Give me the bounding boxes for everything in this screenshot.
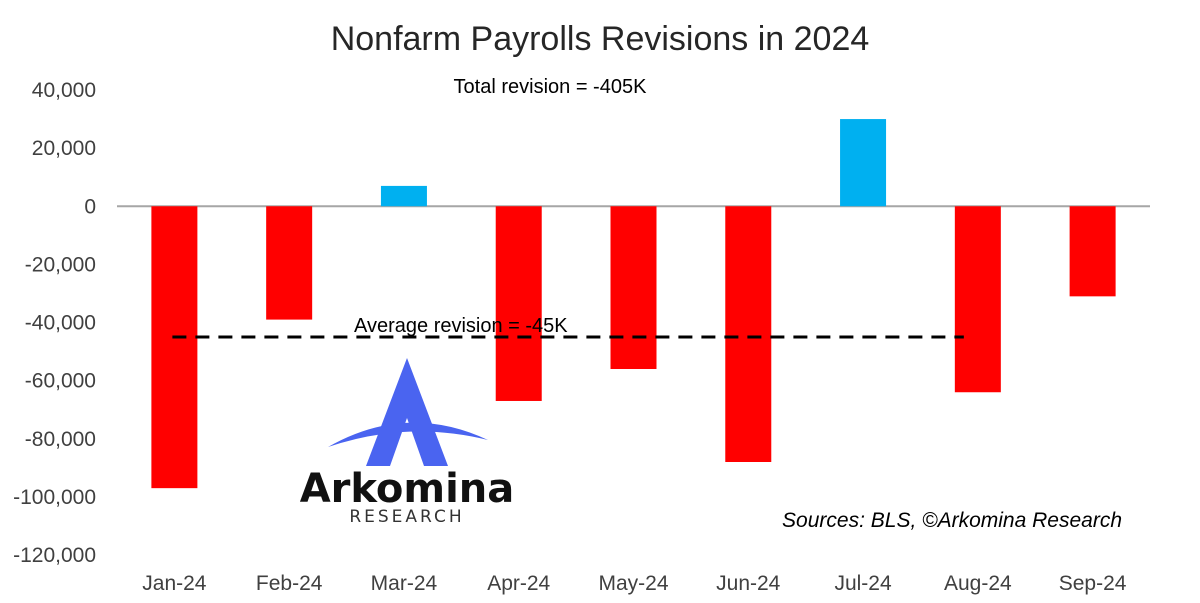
logo-swoosh-icon — [328, 422, 488, 447]
bars — [151, 119, 1116, 489]
y-tick-label: -40,000 — [25, 312, 96, 335]
logo-a-icon — [366, 358, 448, 466]
arkomina-logo: Arkomina RESEARCH — [300, 358, 515, 527]
x-tick-label: Jan-24 — [142, 572, 207, 595]
y-tick-label: -100,000 — [13, 486, 96, 509]
bar-may-24 — [610, 206, 657, 369]
logo-name: Arkomina — [300, 466, 515, 512]
y-tick-label: -60,000 — [25, 370, 96, 393]
bar-apr-24 — [495, 206, 542, 401]
x-tick-label: Sep-24 — [1059, 572, 1127, 595]
y-tick-label: 0 — [84, 195, 96, 218]
bar-jul-24 — [840, 119, 887, 207]
x-tick-label: Feb-24 — [256, 572, 323, 595]
bar-mar-24 — [380, 185, 427, 207]
y-tick-label: 40,000 — [32, 79, 96, 102]
bar-sep-24 — [1069, 206, 1116, 297]
x-tick-label: May-24 — [598, 572, 668, 595]
x-tick-label: Jun-24 — [716, 572, 781, 595]
y-tick-label: -80,000 — [25, 428, 96, 451]
x-tick-label: Apr-24 — [487, 572, 550, 595]
x-tick-label: Mar-24 — [371, 572, 438, 595]
average-revision-label: Average revision = -45K — [354, 315, 568, 337]
total-revision-annotation: Total revision = -405K — [454, 76, 648, 98]
y-axis: 40,000 20,000 0 -20,000 -40,000 -60,000 -80,00… — [13, 79, 96, 567]
bar-jun-24 — [725, 206, 772, 462]
bar-aug-24 — [954, 206, 1001, 393]
x-tick-label: Jul-24 — [834, 572, 892, 595]
x-axis: Jan-24 Feb-24 Mar-24 Apr-24 May-24 Jun-24 Jul-… — [142, 572, 1127, 595]
bar-jan-24 — [151, 206, 198, 489]
chart-title: Nonfarm Payrolls Revisions in 2024 — [331, 20, 870, 58]
y-tick-label: 20,000 — [32, 137, 96, 160]
source-note: Sources: BLS, ©Arkomina Research — [782, 509, 1122, 532]
y-tick-label: -20,000 — [25, 253, 96, 276]
bar-feb-24 — [266, 206, 313, 320]
x-tick-label: Aug-24 — [944, 572, 1012, 595]
y-tick-label: -120,000 — [13, 544, 96, 567]
logo-subtitle: RESEARCH — [349, 507, 464, 527]
